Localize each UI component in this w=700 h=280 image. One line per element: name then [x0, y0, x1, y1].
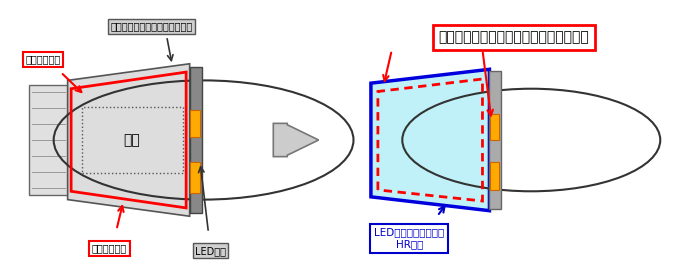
Bar — [190, 162, 200, 193]
Bar — [490, 162, 498, 190]
Text: 熱伝導シートおよび絶縁キャップの削減: 熱伝導シートおよび絶縁キャップの削減 — [438, 31, 589, 45]
Polygon shape — [371, 69, 489, 211]
Text: 電源: 電源 — [124, 133, 141, 147]
Text: 熱伝導シート: 熱伝導シート — [92, 243, 127, 253]
Bar — [82, 107, 183, 173]
Bar — [489, 71, 500, 209]
Text: LED基板: LED基板 — [195, 246, 226, 256]
Text: 絶縁キャップ: 絶縁キャップ — [26, 55, 61, 65]
Bar — [190, 67, 202, 213]
Text: アルミもしくはダイカスト筐体: アルミもしくはダイカスト筐体 — [110, 21, 192, 31]
Polygon shape — [68, 64, 190, 216]
Bar — [190, 109, 200, 137]
Polygon shape — [273, 123, 318, 157]
Bar — [29, 85, 68, 195]
Bar — [490, 114, 498, 140]
Text: LED筐体へエレコート
HR処理: LED筐体へエレコート HR処理 — [374, 228, 444, 249]
